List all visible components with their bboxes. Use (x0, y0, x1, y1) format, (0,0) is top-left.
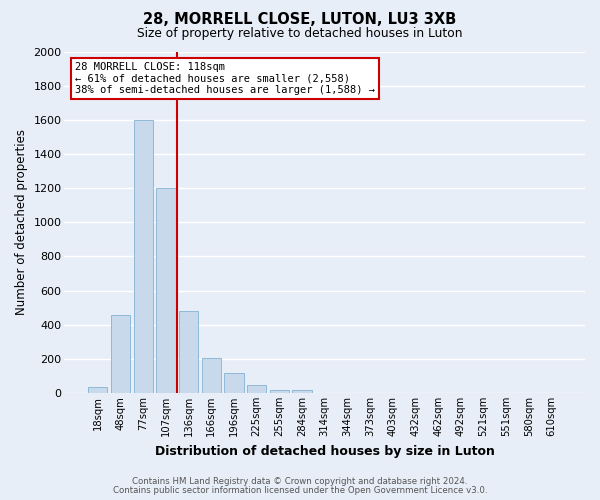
Bar (269, 390, 289, 393)
Text: Contains public sector information licensed under the Open Government Licence v3: Contains public sector information licen… (113, 486, 487, 495)
Bar (111, 316, 130, 393)
Text: 28, MORRELL CLOSE, LUTON, LU3 3XB: 28, MORRELL CLOSE, LUTON, LU3 3XB (143, 12, 457, 28)
Bar (202, 358, 221, 393)
Bar (156, 188, 176, 393)
Text: Size of property relative to detached houses in Luton: Size of property relative to detached ho… (137, 28, 463, 40)
Bar (224, 374, 244, 393)
X-axis label: Distribution of detached houses by size in Luton: Distribution of detached houses by size … (155, 444, 494, 458)
Bar (292, 390, 311, 393)
Y-axis label: Number of detached properties: Number of detached properties (15, 130, 28, 316)
Bar (179, 311, 198, 393)
Bar (134, 120, 153, 393)
Text: Contains HM Land Registry data © Crown copyright and database right 2024.: Contains HM Land Registry data © Crown c… (132, 477, 468, 486)
Bar (88, 387, 107, 393)
Bar (247, 386, 266, 393)
Text: 28 MORRELL CLOSE: 118sqm
← 61% of detached houses are smaller (2,558)
38% of sem: 28 MORRELL CLOSE: 118sqm ← 61% of detach… (75, 62, 375, 95)
